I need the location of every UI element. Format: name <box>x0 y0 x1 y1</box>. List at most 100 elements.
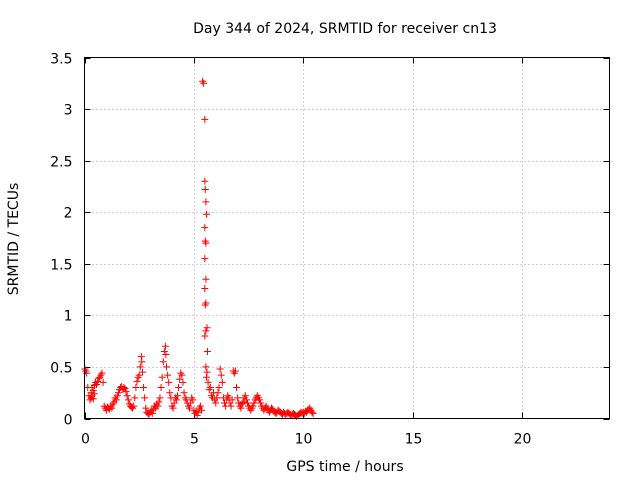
data-point <box>131 394 139 402</box>
data-point <box>201 186 209 194</box>
x-tick-label: 5 <box>190 432 199 448</box>
data-point <box>142 404 150 412</box>
data-point <box>201 224 209 232</box>
data-point <box>202 299 210 307</box>
data-point <box>176 375 184 383</box>
data-point <box>308 408 316 416</box>
data-point <box>172 396 180 404</box>
axis-ticks <box>84 57 610 420</box>
data-point <box>256 396 263 404</box>
data-point <box>157 384 165 392</box>
data-point <box>160 347 168 355</box>
data-point <box>201 285 209 293</box>
data-point <box>163 363 171 371</box>
data-point <box>213 394 221 402</box>
data-point <box>122 388 130 396</box>
data-point <box>114 389 122 397</box>
data-point <box>89 387 97 395</box>
y-tick-label: 3 <box>64 103 73 119</box>
data-point <box>154 402 162 410</box>
data-point <box>148 409 156 417</box>
data-point <box>175 384 183 392</box>
grid-lines <box>84 57 610 419</box>
data-point <box>242 396 250 404</box>
data-point <box>182 396 190 404</box>
data-point <box>133 377 141 385</box>
data-point <box>204 378 212 386</box>
data-point <box>201 177 209 185</box>
data-point <box>202 327 210 335</box>
data-point <box>203 347 211 355</box>
data-point <box>196 402 204 410</box>
data-point <box>201 332 209 340</box>
y-tick-label: 0 <box>64 413 73 429</box>
data-point <box>162 351 170 359</box>
data-point <box>90 390 98 398</box>
plot-frame <box>84 57 610 419</box>
data-point <box>99 378 107 386</box>
x-tick-label: 15 <box>405 432 423 448</box>
data-point <box>193 411 201 419</box>
data-point <box>180 389 188 397</box>
data-point <box>235 399 243 407</box>
data-point <box>165 378 173 386</box>
data-point <box>231 367 239 375</box>
x-axis-label: GPS time / hours <box>286 459 403 475</box>
data-point <box>113 392 121 400</box>
data-point <box>138 368 146 376</box>
data-point <box>234 394 242 402</box>
data-points <box>81 77 317 420</box>
data-point <box>121 385 129 393</box>
data-point <box>123 392 131 400</box>
data-point <box>108 404 116 412</box>
x-tick-label: 10 <box>295 432 313 448</box>
data-point <box>201 115 209 123</box>
data-point <box>206 384 214 392</box>
y-tick-label: 3.5 <box>50 52 72 68</box>
y-tick-label: 1 <box>64 309 73 325</box>
data-point <box>218 378 226 386</box>
y-tick-label: 1.5 <box>50 258 72 274</box>
data-point <box>155 398 163 406</box>
data-point <box>141 394 149 402</box>
data-point <box>189 396 197 404</box>
data-point <box>202 275 210 283</box>
data-point <box>130 402 138 410</box>
data-point <box>309 409 317 417</box>
data-point <box>203 210 211 218</box>
data-point <box>138 358 146 366</box>
data-point <box>202 363 210 371</box>
data-point <box>216 365 224 373</box>
chart-title: Day 344 of 2024, SRMTID for receiver cn1… <box>193 21 497 37</box>
data-point <box>156 394 164 402</box>
data-point <box>237 404 245 412</box>
data-point <box>158 373 166 381</box>
data-point <box>140 384 148 392</box>
data-point <box>132 384 140 392</box>
data-point <box>227 402 235 410</box>
data-point <box>161 342 169 350</box>
data-point <box>98 369 106 377</box>
data-point <box>241 392 249 400</box>
data-point <box>164 371 172 379</box>
data-point <box>250 399 258 407</box>
data-point <box>201 255 209 263</box>
data-point <box>173 392 181 400</box>
data-point <box>136 363 144 371</box>
data-point <box>212 399 220 407</box>
data-point <box>159 358 167 366</box>
data-point <box>217 371 225 379</box>
data-point <box>214 389 222 397</box>
y-tick-label: 2.5 <box>50 155 72 171</box>
data-point <box>120 384 128 392</box>
tick-labels: 0 5 10 15 20 0 0.5 1 1.5 2 2.5 3 3.5 <box>50 52 531 448</box>
data-point <box>93 380 101 388</box>
data-point <box>249 402 257 410</box>
y-axis-label: SRMTID / TECUs <box>6 183 22 296</box>
data-point <box>215 384 223 392</box>
data-point <box>179 378 187 386</box>
data-point <box>202 239 210 247</box>
y-tick-label: 0.5 <box>50 361 72 377</box>
data-point <box>135 371 143 379</box>
